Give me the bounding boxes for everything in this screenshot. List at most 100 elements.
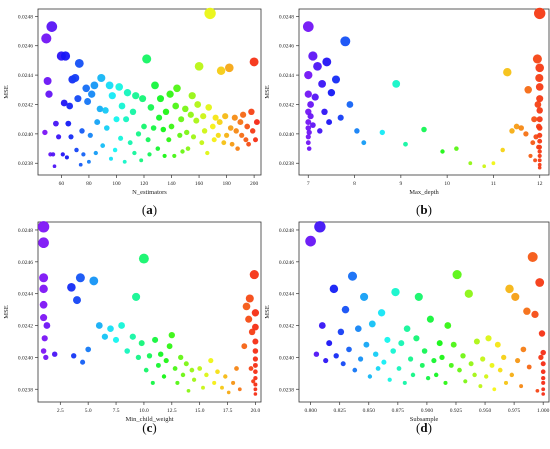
panel-a-point [212, 114, 219, 121]
panel-c-point [204, 372, 209, 378]
panel-b-point [530, 140, 536, 146]
panel-b-frame [298, 8, 550, 176]
panel-b-point [306, 146, 312, 151]
panel-d-point [519, 384, 524, 389]
panel-d-point [501, 354, 507, 361]
panel-b-xtick-label: 12 [537, 181, 543, 187]
panel-d-point [358, 356, 364, 362]
panel-d-point [426, 315, 434, 323]
panel-d-xlabel: Subsample [410, 416, 439, 423]
panel-c-point [172, 366, 178, 371]
panel-c-point [248, 366, 254, 371]
panel-d-ytick-label: 0.0246 [279, 260, 294, 266]
panel-a-xlabel: N_estimators [132, 189, 167, 196]
panel-b-point [482, 164, 487, 169]
panel-a-ytick-label: 0.0240 [18, 132, 33, 138]
panel-a-point [244, 123, 251, 130]
panel-c-point [252, 348, 259, 354]
panel-b-point [307, 113, 314, 120]
panel-a-point [123, 116, 130, 123]
panel-c-point [39, 284, 48, 294]
panel-a-ylabel: MSE [3, 85, 10, 98]
panel-d-point [398, 340, 405, 347]
panel-d-point [450, 341, 457, 348]
panel-c-point [157, 351, 164, 357]
panel-c-point [252, 362, 258, 368]
panel-d-xtick-label: 0.825 [334, 408, 347, 414]
panel-b-point [537, 162, 542, 167]
panel-c-point [249, 270, 259, 280]
panel-d-point [352, 367, 358, 373]
panel-a-point [194, 61, 204, 71]
panel-b-point [531, 116, 538, 123]
panel-c-point [161, 374, 167, 379]
panel-d-point [478, 384, 483, 389]
panel-d-point [419, 362, 425, 368]
panel-a-point [43, 77, 52, 85]
panel-a-point [132, 150, 137, 156]
panel-a-point [215, 132, 221, 138]
panel-c-point [242, 302, 251, 311]
panel-d-point [354, 325, 362, 333]
panel-c-ylabel: MSE [3, 305, 10, 318]
panel-a-point [132, 92, 140, 100]
panel-a-point [60, 99, 68, 107]
panel-a-point [60, 51, 71, 61]
panel-c-point [43, 322, 51, 329]
panel-c-point [51, 351, 58, 357]
panel-d-point [341, 305, 350, 314]
panel-a-point [231, 114, 238, 121]
panel-d-point [337, 328, 345, 336]
panel-a-point [237, 119, 244, 126]
panel-a-point [253, 137, 258, 143]
panel-d-point [535, 388, 540, 393]
panel-a-point [222, 113, 229, 120]
panel-c-point [253, 375, 258, 381]
panel-d-xtick-label: 0.900 [421, 408, 434, 414]
panel-c-point [95, 322, 103, 329]
panel-a-point [71, 73, 80, 83]
panel-a-point [104, 125, 110, 131]
panel-d-point [436, 340, 443, 347]
panel-d-xtick-label: 0.875 [392, 408, 405, 414]
panel-d-point [509, 372, 515, 378]
panel-d-point [505, 284, 514, 294]
panel-d-point [372, 351, 379, 357]
panel-d-point [452, 270, 462, 280]
panel-c-point [208, 358, 214, 364]
panel-a-point [160, 126, 167, 133]
panel-d-point [460, 353, 466, 359]
panel-d-point [485, 335, 492, 342]
panel-d-point [472, 372, 477, 378]
panel-d-point [414, 292, 423, 301]
panel-d-point [403, 325, 411, 333]
panel-a-point [90, 81, 99, 90]
panel-a-point [150, 125, 157, 131]
panel-b-point [305, 134, 311, 140]
panel-c-point [67, 283, 76, 292]
panel-c-xtick-label: 5.0 [85, 408, 92, 414]
panel-a-point [42, 129, 48, 136]
panel-c-point [248, 328, 256, 336]
panel-d-point [526, 364, 532, 370]
panel-b-point [340, 36, 351, 47]
panel-b-point [535, 83, 544, 91]
panel-a-point [166, 90, 174, 98]
panel-b-xtick-label: 7 [307, 181, 310, 187]
panel-c-point [39, 273, 49, 283]
panel-a-point [82, 84, 90, 93]
panel-d-point [387, 377, 392, 382]
panel-d-point [535, 278, 545, 287]
panel-a-point [178, 116, 185, 123]
panel-c-point [112, 336, 120, 343]
panel-d-point [468, 361, 474, 367]
panel-d-point [318, 322, 326, 329]
panel-a-point [139, 158, 144, 163]
panel-c-point [101, 333, 109, 340]
panel-c-point [124, 348, 130, 354]
panel-a-point [190, 134, 197, 140]
panel-b-point [403, 141, 408, 147]
panel-d-point [538, 330, 546, 337]
panel-a-point [239, 132, 245, 138]
panel-b-point [532, 54, 542, 64]
